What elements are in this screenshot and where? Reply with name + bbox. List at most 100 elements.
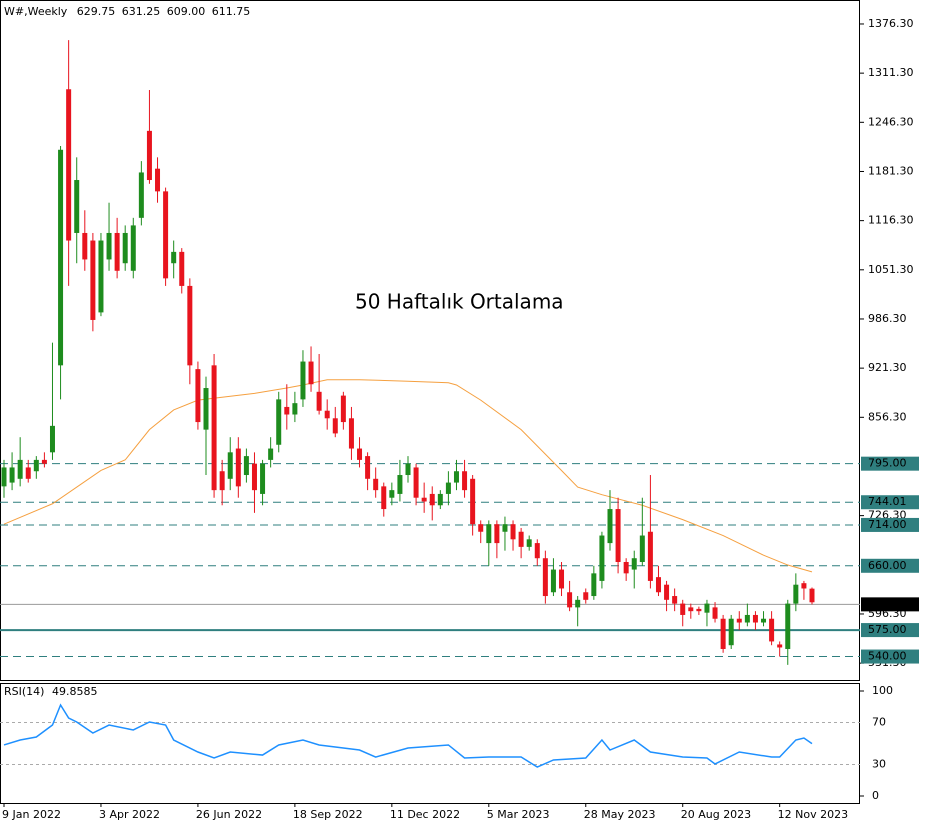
x-tick-label: 28 May 2023 bbox=[584, 808, 656, 821]
candle-body bbox=[534, 543, 540, 559]
candle-body bbox=[777, 644, 783, 648]
candle-body bbox=[680, 603, 686, 615]
candle-body bbox=[66, 89, 72, 241]
candle-body bbox=[187, 285, 193, 366]
candle-body bbox=[308, 361, 314, 385]
candle-body bbox=[736, 618, 742, 623]
candle-body bbox=[17, 459, 23, 479]
candle-body bbox=[227, 452, 233, 479]
candle-body bbox=[502, 524, 508, 532]
candle-body bbox=[316, 391, 322, 411]
candle-body bbox=[639, 535, 645, 563]
candle-body bbox=[9, 467, 15, 483]
y-tick-label: 1051.30 bbox=[868, 263, 914, 276]
candle-body bbox=[397, 475, 403, 494]
candle-body bbox=[195, 369, 201, 423]
level-label: 660.00 bbox=[868, 559, 907, 572]
candle-body bbox=[243, 456, 249, 476]
candle-body bbox=[437, 493, 443, 506]
candle-body bbox=[696, 608, 702, 612]
candle-body bbox=[615, 509, 621, 563]
candle-body bbox=[559, 569, 565, 589]
x-tick-label: 5 Mar 2023 bbox=[487, 808, 550, 821]
candle-body bbox=[744, 614, 750, 623]
x-tick-label: 12 Nov 2023 bbox=[778, 808, 848, 821]
candle-body bbox=[445, 482, 451, 494]
candle-body bbox=[785, 603, 791, 649]
candle-body bbox=[276, 399, 282, 445]
candle-body bbox=[106, 232, 112, 260]
candle-body bbox=[575, 599, 581, 608]
candle-body bbox=[365, 456, 371, 479]
candle-body bbox=[631, 558, 637, 570]
y-tick-label: 921.30 bbox=[868, 361, 907, 374]
x-tick-label: 26 Jun 2022 bbox=[196, 808, 262, 821]
candle-body bbox=[486, 524, 492, 544]
candle-body bbox=[58, 149, 64, 366]
candle-body bbox=[421, 497, 427, 502]
level-label: 609.00 bbox=[868, 597, 907, 610]
level-label-box bbox=[861, 597, 919, 612]
x-tick-label: 3 Apr 2022 bbox=[99, 808, 160, 821]
candle-body bbox=[155, 168, 161, 192]
ohlc-high: 631.25 bbox=[122, 5, 161, 18]
rsi-tick-label: 30 bbox=[872, 758, 886, 771]
level-label-box bbox=[861, 517, 919, 532]
ma-annotation: 50 Haftalık Ortalama bbox=[355, 290, 564, 314]
candle-body bbox=[728, 618, 734, 646]
candle-body bbox=[405, 463, 411, 476]
candle-body bbox=[526, 539, 532, 547]
x-tick-label: 11 Dec 2022 bbox=[390, 808, 460, 821]
candle-body bbox=[332, 418, 338, 434]
candle-body bbox=[284, 406, 290, 415]
candle-body bbox=[664, 584, 670, 600]
rsi-header: RSI(14) 49.8585 bbox=[4, 685, 97, 698]
level-label-box bbox=[861, 495, 919, 510]
candle-body bbox=[583, 592, 589, 600]
chart-header: W#,Weekly 629.75 631.25 609.00 611.75 bbox=[4, 5, 250, 18]
candle-body bbox=[793, 584, 799, 604]
rsi-title: RSI(14) bbox=[4, 685, 44, 698]
candle-body bbox=[25, 467, 31, 479]
candle-body bbox=[704, 603, 710, 613]
ohlc-open: 629.75 bbox=[77, 5, 116, 18]
level-label-box bbox=[861, 623, 919, 638]
moving-average-line bbox=[3, 379, 813, 573]
y-tick-label: 1311.30 bbox=[868, 66, 914, 79]
candle-body bbox=[761, 618, 767, 623]
level-label: 575.00 bbox=[868, 623, 907, 636]
level-label-box bbox=[861, 456, 919, 471]
plot-layer: 1376.30 1311.30 1246.30 1181.30 1116.30 1051.… bbox=[0, 17, 919, 821]
symbol-title: W#,Weekly bbox=[4, 5, 68, 18]
rsi-tick-label: 0 bbox=[872, 789, 879, 802]
candle-body bbox=[591, 573, 597, 597]
candle-body bbox=[98, 240, 104, 313]
candle-body bbox=[672, 596, 678, 604]
rsi-last-value: 49.8585 bbox=[52, 685, 98, 698]
candle-body bbox=[462, 471, 468, 491]
ohlc-low: 609.00 bbox=[167, 5, 206, 18]
x-tick-label: 18 Sep 2022 bbox=[293, 808, 363, 821]
candle-body bbox=[49, 425, 55, 453]
candle-body bbox=[90, 240, 96, 320]
x-tick-label: 9 Jan 2022 bbox=[2, 808, 61, 821]
candle-body bbox=[647, 531, 653, 581]
rsi-tick-label: 70 bbox=[872, 716, 886, 729]
candle-body bbox=[74, 180, 80, 233]
candle-body bbox=[1, 467, 7, 487]
y-tick-label: 1376.30 bbox=[868, 17, 914, 30]
rsi-line bbox=[3, 703, 813, 768]
rsi-tick-label: 100 bbox=[872, 684, 893, 697]
candle-body bbox=[381, 486, 387, 510]
y-tick-label: 1246.30 bbox=[868, 115, 914, 128]
candle-body bbox=[470, 478, 476, 525]
rsi-panel bbox=[0, 683, 860, 804]
candle-body bbox=[203, 388, 209, 430]
level-label-box bbox=[861, 649, 919, 664]
candle-body bbox=[429, 493, 435, 506]
y-tick-label: 856.30 bbox=[868, 410, 907, 423]
candle-body bbox=[33, 459, 39, 472]
candle-body bbox=[146, 130, 152, 181]
